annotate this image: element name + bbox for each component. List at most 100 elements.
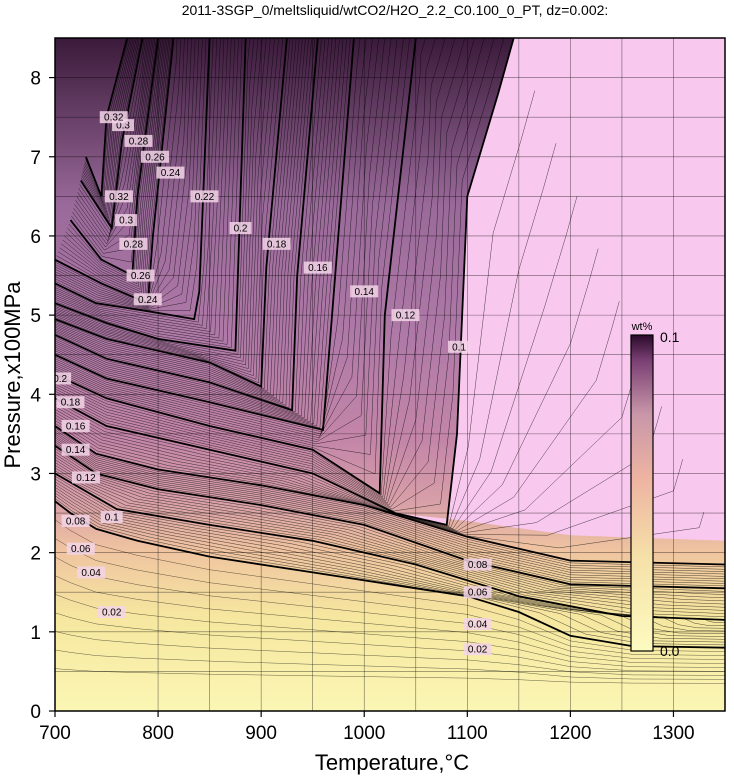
- minor-contour-line: [78, 38, 146, 236]
- minor-contour-line: [55, 38, 333, 419]
- contour-label: 0.14: [354, 287, 374, 298]
- minor-contour-line: [55, 467, 725, 614]
- minor-contour-line: [55, 492, 725, 640]
- contour-label-bg: [104, 190, 133, 203]
- contour-label-bg: [71, 471, 100, 484]
- minor-contour-line: [55, 38, 337, 421]
- minor-contour-line: [55, 38, 200, 310]
- contour-line-0-14: [55, 38, 355, 432]
- contour-label: 0.24: [138, 295, 158, 306]
- minor-contour-line: [55, 38, 263, 366]
- contour-line-0-18: [55, 38, 288, 388]
- contour-label: 0.26: [145, 152, 165, 163]
- contour-label-bg: [463, 558, 492, 571]
- minor-contour-line: [55, 38, 271, 373]
- contour-label-bg: [115, 214, 138, 227]
- minor-contour-line: [55, 38, 351, 429]
- y-tick-label: 0: [30, 702, 41, 723]
- minor-contour-line: [55, 38, 322, 413]
- minor-contour-line: [55, 38, 410, 475]
- x-tick-label: 1200: [549, 723, 591, 744]
- minor-contour-line: [55, 38, 196, 309]
- minor-contour-line: [55, 38, 347, 427]
- colorbar-min-label: 0.0: [660, 643, 680, 659]
- contour-label: 0.04: [468, 619, 488, 630]
- minor-contour-line: [55, 38, 239, 345]
- minor-contour-line: [55, 38, 398, 445]
- x-tick-label: 1300: [652, 723, 694, 744]
- contour-label-bg: [126, 269, 155, 282]
- plot-frame: [54, 37, 726, 712]
- minor-contour-line: [55, 38, 221, 329]
- minor-contour-line: [71, 38, 157, 263]
- minor-contour-line: [55, 448, 725, 592]
- contour-label: 0.18: [267, 239, 287, 250]
- contour-label: 0.02: [468, 645, 488, 656]
- contour-label-bg: [303, 261, 332, 274]
- minor-contour-line: [82, 38, 139, 220]
- contour-label: 0.1: [105, 513, 119, 524]
- contour-label-bg: [463, 617, 492, 630]
- minor-contour-line: [55, 38, 259, 362]
- minor-contour-line: [55, 248, 599, 530]
- contour-label: 0.12: [396, 311, 416, 322]
- contour-label-bg: [55, 372, 72, 385]
- contour-label: 0.22: [195, 192, 215, 203]
- contour-label-bg: [61, 514, 90, 527]
- contour-label: 0.1: [452, 342, 466, 353]
- contour-label-bg: [463, 586, 492, 599]
- contour-label-bg: [124, 134, 153, 147]
- contour-label-bg: [99, 111, 128, 124]
- minor-contour-line: [55, 38, 392, 443]
- y-tick-label: 8: [30, 69, 41, 90]
- minor-contour-line: [55, 38, 255, 359]
- contour-label-bg: [56, 396, 85, 409]
- x-axis-label: Temperature,°C: [315, 750, 469, 775]
- minor-contour-line: [55, 38, 232, 339]
- y-axis-ticks: 0 1 2 3 4 5 6 7 8: [30, 69, 55, 723]
- contour-labels: 0.02 0.04 0.06 0.08 0.1 0.12 0.14 0.16 0.18 0.2 0.…: [55, 111, 492, 656]
- plot-area: 0.02 0.04 0.06 0.08 0.1 0.12 0.14 0.16 0.18 0.2 0.…: [55, 38, 725, 711]
- y-tick-label: 4: [30, 385, 41, 406]
- x-tick-label: 800: [142, 723, 174, 744]
- minor-contour-line: [77, 38, 148, 239]
- minor-contour-line: [55, 38, 243, 348]
- contour-label: 0.14: [66, 445, 86, 456]
- y-tick-label: 7: [30, 148, 41, 169]
- x-tick-label: 700: [39, 723, 71, 744]
- contour-line-0-28: [80, 38, 144, 231]
- minor-contour-line: [55, 470, 725, 618]
- minor-contour-line: [55, 38, 297, 394]
- contour-label: 0.16: [308, 263, 328, 274]
- grid-lines: [55, 38, 725, 711]
- y-tick-label: 3: [30, 464, 41, 485]
- contour-label-bg: [61, 419, 90, 432]
- contour-label-bg: [140, 150, 169, 163]
- minor-contour-line: [55, 38, 267, 369]
- contour-label-bg: [66, 542, 95, 555]
- minor-contour-line: [75, 38, 151, 245]
- minor-contour-line: [55, 38, 329, 417]
- minor-contour-line: [55, 38, 306, 401]
- minor-contour-line: [55, 464, 725, 611]
- contour-label-bg: [119, 237, 148, 250]
- contour-label: 0.16: [66, 421, 86, 432]
- minor-contour-line: [81, 38, 140, 223]
- minor-contour-line: [55, 495, 725, 643]
- minor-contour-line: [55, 38, 326, 415]
- minor-contour-line: [83, 38, 136, 214]
- contour-label-bg: [448, 340, 471, 353]
- x-tick-label: 1100: [447, 723, 488, 744]
- minor-contour-line: [55, 451, 725, 595]
- minor-contour-line: [55, 38, 294, 392]
- contour-label: 0.06: [468, 588, 488, 599]
- minor-contour-line: [55, 353, 641, 533]
- x-tick-label: 900: [245, 723, 277, 744]
- minor-contour-line: [55, 38, 284, 384]
- contour-label-bg: [262, 237, 291, 250]
- contour-label-bg: [156, 166, 185, 179]
- contour-label: 0.02: [102, 608, 122, 619]
- contour-label: 0.28: [129, 136, 149, 147]
- colorbar-max-label: 0.1: [660, 329, 680, 345]
- contour-label-bg: [100, 511, 123, 524]
